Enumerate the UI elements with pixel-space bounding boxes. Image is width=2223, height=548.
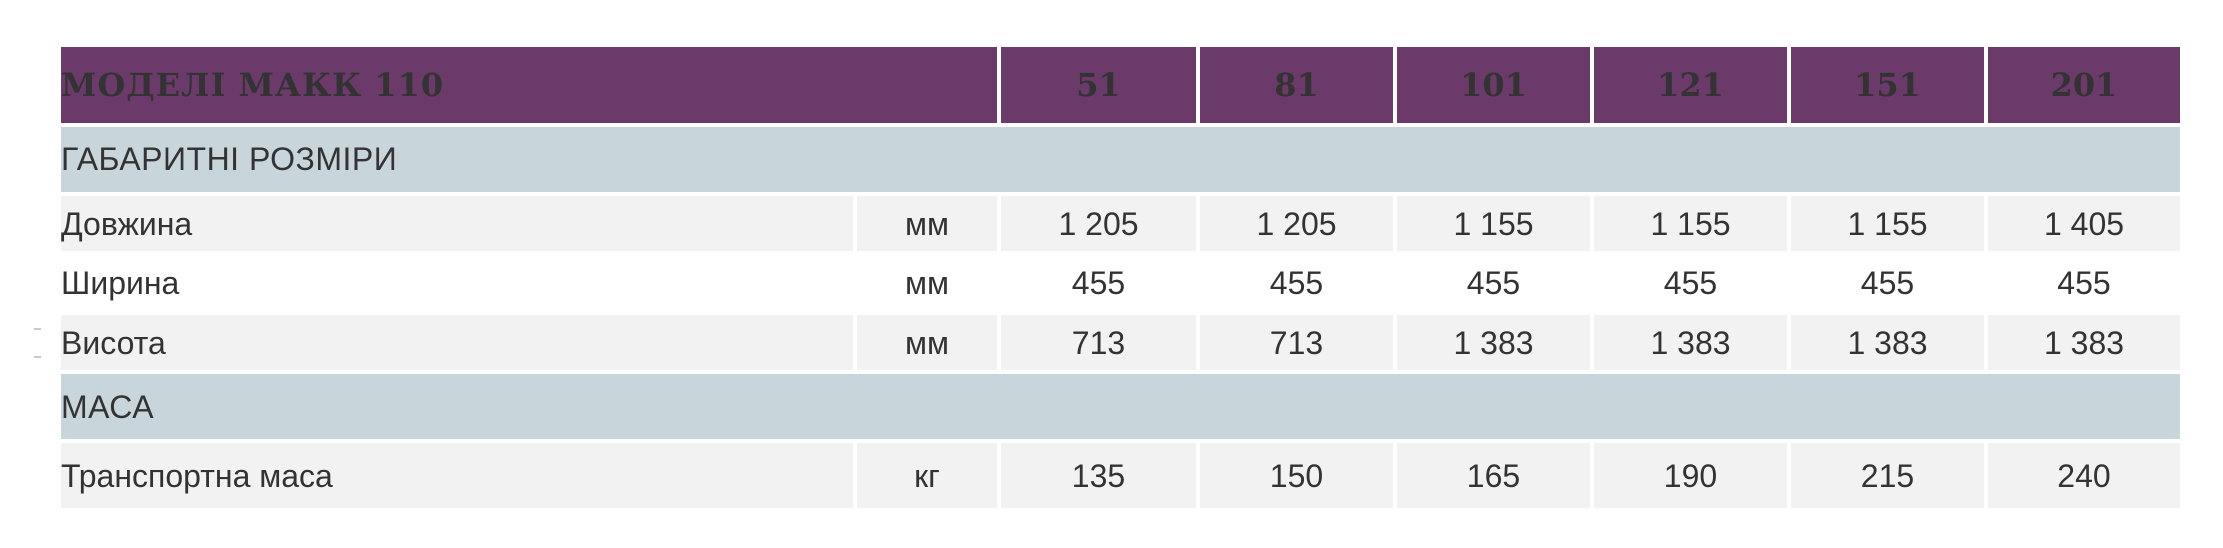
row-name: Висота [61,314,857,375]
cell-value: 150 [1200,443,1397,512]
row-name: Ширина [61,255,857,315]
table-row: Транспортна маса кг 135 150 165 190 215 … [61,443,2180,512]
model-header-151: 151 [1791,47,1988,128]
cell-value: 1 383 [1594,314,1791,375]
cell-value: 190 [1594,443,1791,512]
section-header-dimensions: ГАБАРИТНІ РОЗМІРИ [61,127,2180,196]
cell-value: 713 [1001,314,1200,375]
model-header-121: 121 [1594,47,1791,128]
cell-value: 1 205 [1001,195,1200,256]
cell-value: 455 [1791,255,1988,315]
cell-value: 165 [1397,443,1594,512]
model-header-51: 51 [1001,47,1200,128]
row-unit: мм [857,195,1001,256]
specifications-table: МОДЕЛІ МАКК 110 51 81 101 121 151 201 ГА… [61,47,2180,512]
section-label: ГАБАРИТНІ РОЗМІРИ [61,127,2180,196]
cell-value: 713 [1200,314,1397,375]
cell-value: 1 155 [1791,195,1988,256]
cell-value: 455 [1001,255,1200,315]
cell-value: 455 [1988,255,2180,315]
cell-value: 135 [1001,443,1200,512]
margin-tick-mark [34,356,41,358]
model-header-101: 101 [1397,47,1594,128]
cell-value: 215 [1791,443,1988,512]
cell-value: 455 [1594,255,1791,315]
cell-value: 1 155 [1594,195,1791,256]
table-title: МОДЕЛІ МАКК 110 [61,47,1001,128]
model-header-201: 201 [1988,47,2180,128]
cell-value: 240 [1988,443,2180,512]
row-name: Транспортна маса [61,443,857,512]
cell-value: 455 [1397,255,1594,315]
cell-value: 1 383 [1791,314,1988,375]
cell-value: 1 383 [1988,314,2180,375]
cell-value: 1 405 [1988,195,2180,256]
table-row: Довжина мм 1 205 1 205 1 155 1 155 1 155… [61,195,2180,256]
model-header-81: 81 [1200,47,1397,128]
table-header-row: МОДЕЛІ МАКК 110 51 81 101 121 151 201 [61,47,2180,128]
section-label: МАСА [61,374,2180,444]
row-unit: мм [857,314,1001,375]
table-row: Висота мм 713 713 1 383 1 383 1 383 1 38… [61,314,2180,375]
cell-value: 1 155 [1397,195,1594,256]
row-name: Довжина [61,195,857,256]
table-row: Ширина мм 455 455 455 455 455 455 [61,255,2180,315]
cell-value: 455 [1200,255,1397,315]
cell-value: 1 205 [1200,195,1397,256]
margin-tick-mark [34,328,41,330]
row-unit: кг [857,443,1001,512]
cell-value: 1 383 [1397,314,1594,375]
section-header-mass: МАСА [61,374,2180,444]
row-unit: мм [857,255,1001,315]
